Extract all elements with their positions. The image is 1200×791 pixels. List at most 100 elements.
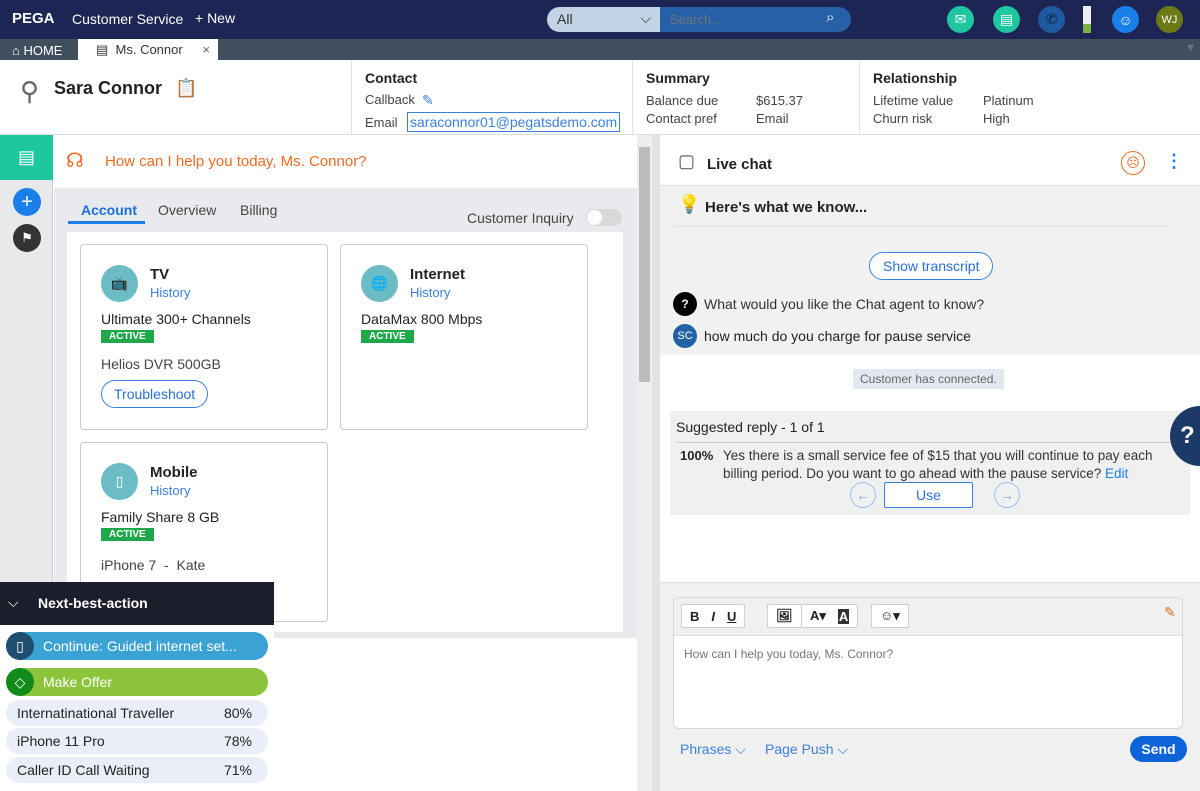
search-filter-select[interactable]: All ⌵ [547, 7, 661, 32]
add-icon[interactable]: + [13, 188, 41, 216]
offer-name: Internatinational Traveller [17, 705, 175, 721]
pega-logo: PEGA [12, 10, 55, 27]
card-title: TV [150, 266, 170, 283]
churn-value: High [983, 111, 1010, 126]
offer-score: 78% [223, 733, 252, 749]
clipboard-icon: ▯ [6, 632, 34, 660]
lifetime-value: Platinum [983, 93, 1034, 108]
highlight-color-icon[interactable]: A [837, 608, 850, 624]
text-color-button[interactable]: A▾ A [801, 604, 859, 628]
nba-header[interactable]: ⌵ Next-best-action [0, 582, 274, 625]
search-icon[interactable]: ⌕ [826, 9, 835, 26]
email-label: Email [365, 115, 398, 130]
summary-title: Summary [646, 70, 710, 86]
tab-overflow-icon[interactable]: ▼ [1185, 42, 1196, 54]
churn-label: Churn risk [873, 111, 933, 126]
show-transcript-button[interactable]: Show transcript [869, 252, 994, 280]
offer-score: 80% [223, 705, 252, 721]
insert-image-button[interactable]: 🖼 [767, 604, 802, 628]
tv-icon: 📺 [101, 265, 138, 302]
know-title: Here's what we know... [705, 199, 868, 216]
previous-arrow-icon[interactable]: ← [850, 482, 876, 508]
nba-offer-item[interactable]: Internatinational Traveller 80% [6, 700, 268, 726]
tab-account[interactable]: Account [81, 202, 137, 218]
chat-bubble-icon: ▢ [678, 151, 696, 171]
search-input[interactable] [660, 7, 851, 32]
balance-label: Balance due [646, 93, 719, 108]
chevron-down-icon: ⌵ [640, 10, 651, 26]
pencil-icon[interactable]: ✎ [1164, 604, 1176, 620]
filter-value: All [557, 11, 573, 27]
nba-title: Next-best-action [38, 595, 148, 611]
send-button[interactable]: Send [1130, 736, 1187, 762]
nba-offer-item[interactable]: Caller ID Call Waiting 71% [6, 757, 268, 783]
email-link[interactable]: saraconnor01@pegatsdemo.com [407, 112, 621, 132]
nba-offer-item[interactable]: iPhone 11 Pro 78% [6, 728, 268, 754]
agent-question: What would you like the Chat agent to kn… [704, 296, 985, 312]
troubleshoot-button[interactable]: Troubleshoot [101, 380, 209, 408]
make-offer-button[interactable]: ◇ Make Offer [6, 668, 268, 696]
bold-button[interactable]: B [690, 608, 700, 624]
tab-overview[interactable]: Overview [158, 202, 217, 218]
pencil-icon[interactable]: ✎ [422, 92, 434, 108]
new-button[interactable]: + New [195, 10, 236, 26]
offer-name: iPhone 11 Pro [17, 733, 105, 749]
tab-label: Ms. Connor [115, 42, 183, 57]
chat-interaction-icon[interactable]: ▤ [0, 135, 53, 180]
plan-name: Ultimate 300+ Channels [101, 311, 251, 327]
contact-title: Contact [365, 70, 418, 86]
lightbulb-icon: 💡 [678, 194, 701, 214]
chevron-down-icon: ⌵ [8, 594, 19, 610]
more-options-icon[interactable]: ⋮ [1165, 151, 1183, 171]
underline-button[interactable]: U [727, 608, 737, 624]
next-arrow-icon[interactable]: → [994, 482, 1020, 508]
tab-ms-connor[interactable]: ▤ Ms. Connor × [78, 39, 218, 60]
italic-button[interactable]: I [711, 608, 716, 624]
edit-link[interactable]: Edit [1105, 466, 1129, 481]
history-link[interactable]: History [150, 483, 191, 498]
suggested-text: Yes there is a small service fee of $15 … [723, 447, 1163, 483]
emoji-button[interactable]: ☺▾ [871, 604, 909, 628]
bot-icon[interactable]: ☺ [1112, 6, 1139, 33]
font-color-icon[interactable]: A▾ [810, 608, 826, 623]
email-channel-icon[interactable]: ✉ [947, 6, 974, 33]
offer-score: 71% [223, 762, 252, 778]
customer-inquiry-toggle[interactable] [586, 209, 622, 226]
phrases-dropdown[interactable]: Phrases ⌵ [680, 741, 746, 757]
main-scrollbar[interactable] [637, 135, 652, 791]
contact-pref-label: Contact pref [646, 111, 717, 126]
chat-channel-icon[interactable]: ▤ [993, 6, 1020, 33]
main-panel: ☊ How can I help you today, Ms. Connor? … [54, 135, 637, 791]
flag-icon[interactable]: ⚑ [13, 224, 41, 252]
customer-avatar: SC [673, 324, 697, 348]
contact-pref-value: Email [756, 111, 789, 126]
tab-billing[interactable]: Billing [240, 202, 278, 218]
user-avatar[interactable]: WJ [1156, 6, 1183, 33]
phrases-label: Phrases [680, 741, 732, 757]
phone-channel-icon[interactable]: ✆ [1038, 6, 1065, 33]
mobile-icon: ▯ [101, 463, 138, 500]
history-link[interactable]: History [150, 285, 191, 300]
internet-card: 🌐 Internet History DataMax 800 Mbps ACTI… [340, 244, 588, 430]
clipboard-icon[interactable]: 📋 [175, 78, 198, 98]
person-icon: ⚲ [20, 76, 40, 106]
tab-home[interactable]: ⌂ HOME [12, 43, 63, 58]
confidence: 100% [680, 448, 714, 463]
use-button[interactable]: Use [884, 482, 973, 508]
headset-icon: ☊ [66, 150, 84, 172]
customer-name: Sara Connor [54, 78, 163, 98]
callback-label: Callback [365, 92, 415, 107]
balance-value: $615.37 [756, 93, 803, 108]
offer-name: Caller ID Call Waiting [17, 762, 150, 778]
close-icon[interactable]: × [202, 42, 210, 57]
page-push-dropdown[interactable]: Page Push ⌵ [765, 741, 849, 757]
continue-guided-setup-button[interactable]: ▯ Continue: Guided internet set... [6, 632, 268, 660]
suggested-reply: Suggested reply - 1 of 1 100% Yes there … [670, 411, 1190, 515]
message-input[interactable] [674, 637, 1182, 728]
customer-header: ⚲ Sara Connor 📋 Contact Callback ✎ Email… [0, 60, 1200, 135]
history-link[interactable]: History [410, 285, 451, 300]
suggested-body: Yes there is a small service fee of $15 … [723, 448, 1153, 481]
tag-icon: ◇ [6, 668, 34, 696]
